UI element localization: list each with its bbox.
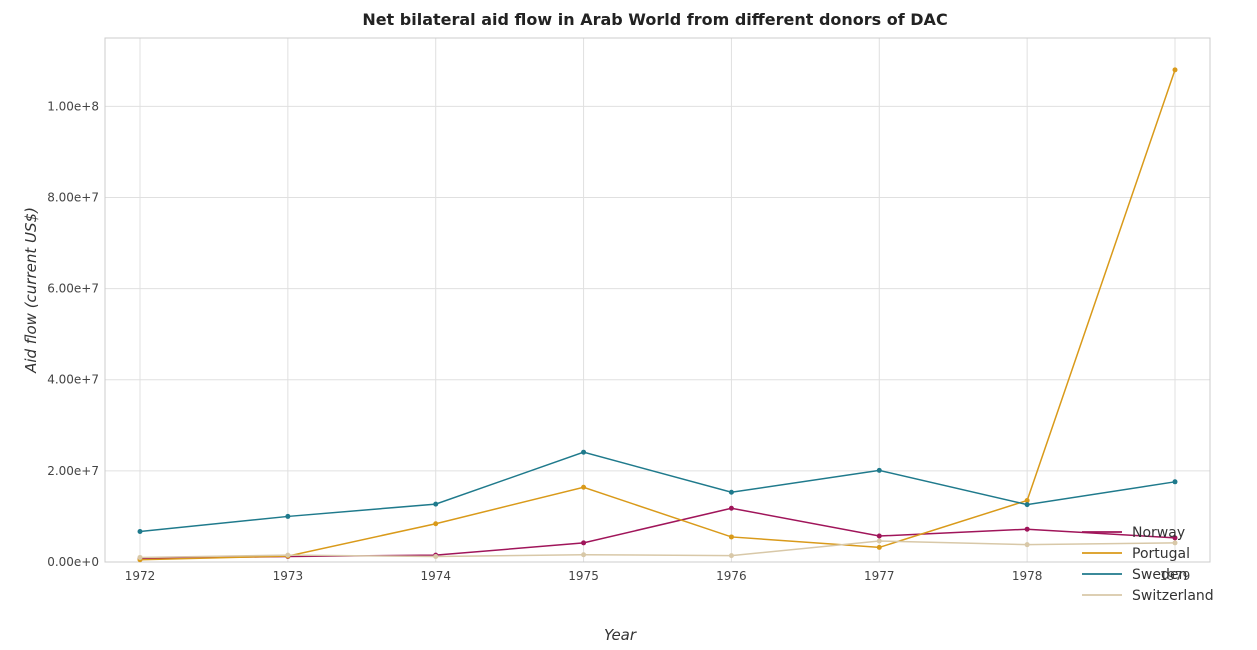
x-axis-ticks: 1972 1973 1974 1975 1976 1977 1978 1979 (125, 569, 1191, 583)
x-tick-label: 1975 (568, 569, 599, 583)
x-axis-label: Year (604, 626, 637, 644)
data-point-switzerland (581, 552, 587, 558)
legend-label-switzerland: Switzerland (1132, 588, 1214, 604)
y-tick-label: 1.00e+8 (47, 99, 99, 113)
legend-label-sweden: Sweden (1132, 567, 1187, 583)
y-tick-label: 0.00e+0 (47, 555, 99, 569)
legend-label-norway: Norway (1132, 525, 1185, 541)
y-tick-label: 2.00e+7 (47, 464, 99, 478)
data-point-norway (581, 540, 587, 546)
grid-lines (105, 38, 1210, 563)
data-point-sweden (285, 513, 291, 519)
series-line-switzerland (139, 540, 1176, 559)
data-point-portugal (1172, 67, 1178, 73)
data-point-portugal (433, 521, 439, 527)
data-point-norway (728, 505, 734, 511)
data-point-switzerland (876, 538, 882, 544)
legend-label-portugal: Portugal (1132, 546, 1190, 562)
data-point-switzerland (1172, 540, 1178, 546)
y-tick-label: 6.00e+7 (47, 282, 99, 296)
data-point-sweden (1024, 502, 1030, 508)
x-tick-label: 1973 (273, 569, 304, 583)
series-lines (137, 67, 1178, 563)
x-tick-label: 1974 (420, 569, 451, 583)
data-point-switzerland (1024, 542, 1030, 548)
data-point-norway (876, 533, 882, 539)
data-point-sweden (1172, 479, 1178, 485)
data-point-sweden (137, 528, 143, 534)
series-line-portugal (139, 69, 1176, 561)
data-point-norway (1172, 535, 1178, 541)
data-point-switzerland (137, 554, 143, 560)
x-tick-label: 1976 (716, 569, 747, 583)
x-tick-label: 1977 (864, 569, 895, 583)
series-line-sweden (139, 451, 1176, 533)
data-point-sweden (876, 467, 882, 473)
data-point-sweden (433, 501, 439, 507)
data-point-portugal (1024, 497, 1030, 503)
data-point-switzerland (285, 552, 291, 558)
y-axis-ticks: 0.00e+0 2.00e+7 4.00e+7 6.00e+7 8.00e+7 1.00e… (47, 99, 99, 569)
data-point-sweden (728, 489, 734, 495)
y-axis-label: Aid flow (current US$) (22, 207, 40, 374)
x-tick-label: 1979 (1160, 569, 1191, 583)
y-tick-label: 8.00e+7 (47, 190, 99, 204)
legend: Norway Portugal Sweden Switzerland (1082, 525, 1214, 604)
series-line-norway (139, 507, 1176, 560)
x-tick-label: 1972 (125, 569, 156, 583)
data-point-portugal (876, 544, 882, 550)
x-tick-label: 1978 (1012, 569, 1043, 583)
data-point-switzerland (728, 553, 734, 559)
data-point-portugal (581, 484, 587, 490)
data-point-sweden (581, 449, 587, 455)
plot-area (104, 37, 1211, 563)
data-point-norway (1024, 526, 1030, 532)
y-tick-label: 4.00e+7 (47, 373, 99, 387)
data-point-switzerland (433, 554, 439, 560)
chart-title: Net bilateral aid flow in Arab World fro… (362, 10, 947, 29)
data-point-portugal (728, 534, 734, 540)
